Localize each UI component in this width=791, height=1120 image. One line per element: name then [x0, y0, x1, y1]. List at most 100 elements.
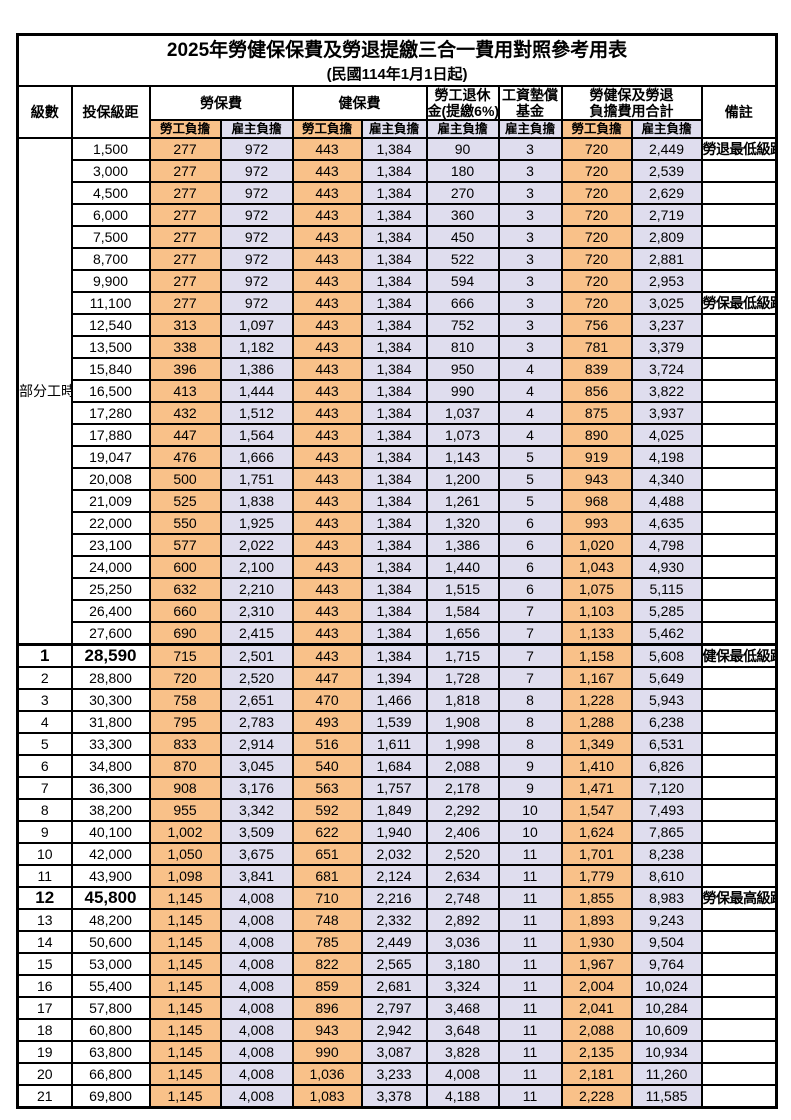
cell-health-fee-employee: 785	[291, 930, 363, 954]
cell-wage-fund-employer: 6	[497, 533, 563, 557]
cell-total-employer: 9,243	[630, 908, 703, 932]
header-sub-row: 勞工負擔 雇主負擔 勞工負擔 雇主負擔 雇主負擔 雇主負擔 勞工負擔 雇主負擔	[18, 119, 777, 139]
cell-pension-employer: 2,520	[425, 842, 500, 866]
cell-labor-fee-employee: 660	[148, 599, 222, 623]
cell-total-employer: 7,865	[630, 820, 703, 844]
cell-health-fee-employer: 1,384	[360, 445, 428, 469]
cell-labor-fee-employee: 432	[148, 401, 222, 425]
cell-bracket: 15,840	[70, 357, 151, 381]
cell-level: 4	[16, 710, 73, 734]
cell-health-fee-employee: 443	[291, 533, 363, 557]
cell-labor-fee-employee: 1,145	[148, 908, 222, 932]
cell-total-employee: 1,288	[560, 710, 633, 734]
cell-level: 9	[16, 820, 73, 844]
table-row: 4,500 277 972 443 1,384 270 3 720 2,629	[18, 181, 778, 205]
cell-pension-employer: 666	[425, 291, 500, 315]
cell-wage-fund-employer: 3	[497, 313, 563, 337]
cell-total-employer: 2,539	[630, 159, 703, 183]
cell-note	[700, 467, 778, 491]
cell-note	[700, 445, 778, 469]
cell-labor-fee-employee: 1,145	[148, 974, 222, 998]
cell-labor-fee-employee: 1,145	[148, 886, 222, 910]
cell-note	[700, 820, 778, 844]
cell-wage-fund-employer: 3	[497, 269, 563, 293]
table-row: 20,008 500 1,751 443 1,384 1,200 5 943 4,340	[18, 467, 778, 491]
cell-pension-employer: 1,386	[425, 533, 500, 557]
table-row: 10 42,000 1,050 3,675 651 2,032 2,520 11 1,701 8,…	[16, 842, 778, 866]
table-row: 17,880 447 1,564 443 1,384 1,073 4 890 4,025	[18, 423, 778, 447]
cell-labor-fee-employee: 277	[148, 291, 222, 315]
cell-bracket: 28,800	[70, 666, 151, 690]
cell-health-fee-employee: 443	[291, 643, 363, 668]
table-row: 11,100 277 972 443 1,384 666 3 720 3,025 勞保最低級距	[18, 291, 778, 315]
cell-pension-employer: 1,818	[425, 688, 500, 712]
cell-bracket: 55,400	[70, 974, 151, 998]
cell-wage-fund-employer: 11	[497, 974, 563, 998]
cell-labor-fee-employer: 2,501	[219, 643, 294, 668]
cell-total-employee: 720	[560, 181, 633, 205]
cell-pension-employer: 1,320	[425, 511, 500, 535]
cell-labor-fee-employer: 4,008	[219, 886, 294, 910]
cell-total-employee: 1,410	[560, 754, 633, 778]
cell-level: 16	[16, 974, 73, 998]
header-wage-fund-line1: 工資墊償	[502, 87, 558, 103]
cell-total-employee: 720	[560, 137, 633, 161]
cell-labor-fee-employee: 1,145	[148, 952, 222, 976]
cell-note: 勞退最低級距	[700, 137, 778, 161]
cell-labor-fee-employer: 4,008	[219, 974, 294, 998]
cell-bracket: 20,008	[70, 467, 151, 491]
table-row: 9 40,100 1,002 3,509 622 1,940 2,406 10 1,624 7,8…	[16, 820, 778, 844]
cell-health-fee-employer: 1,384	[360, 203, 428, 227]
cell-total-employee: 756	[560, 313, 633, 337]
cell-note	[700, 423, 778, 447]
cell-pension-employer: 1,143	[425, 445, 500, 469]
part-time-label: 部分工時	[16, 137, 73, 646]
cell-labor-fee-employee: 277	[148, 137, 222, 161]
cell-wage-fund-employer: 3	[497, 335, 563, 359]
cell-total-employer: 4,198	[630, 445, 703, 469]
cell-wage-fund-employer: 8	[497, 710, 563, 734]
cell-bracket: 3,000	[70, 159, 151, 183]
cell-labor-fee-employer: 972	[219, 159, 294, 183]
page-title: 2025年勞健保保費及勞退提繳三合一費用對照參考用表	[166, 40, 628, 61]
cell-total-employee: 720	[560, 203, 633, 227]
cell-pension-employer: 1,908	[425, 710, 500, 734]
cell-total-employee: 1,701	[560, 842, 633, 866]
cell-note	[700, 666, 778, 690]
cell-bracket: 60,800	[70, 1018, 151, 1042]
cell-level: 2	[16, 666, 73, 690]
cell-bracket: 53,000	[70, 952, 151, 976]
cell-health-fee-employee: 822	[291, 952, 363, 976]
table-row: 26,400 660 2,310 443 1,384 1,584 7 1,103 5,285	[18, 599, 778, 623]
cell-health-fee-employee: 622	[291, 820, 363, 844]
subheader-health-employee: 勞工負擔	[291, 119, 363, 139]
cell-labor-fee-employee: 1,145	[148, 1040, 222, 1064]
cell-labor-fee-employer: 4,008	[219, 930, 294, 954]
cell-labor-fee-employer: 1,564	[219, 423, 294, 447]
header-total-line1: 勞健保及勞退	[589, 87, 674, 103]
cell-level: 18	[16, 1018, 73, 1042]
cell-total-employee: 1,930	[560, 930, 633, 954]
cell-pension-employer: 2,406	[425, 820, 500, 844]
title-row: 2025年勞健保保費及勞退提繳三合一費用對照參考用表 (民國114年1月1日起)	[16, 33, 778, 87]
cell-total-employer: 5,649	[630, 666, 703, 690]
cell-health-fee-employee: 896	[291, 996, 363, 1020]
cell-note	[700, 776, 778, 800]
cell-labor-fee-employee: 715	[148, 643, 222, 668]
cell-health-fee-employee: 493	[291, 710, 363, 734]
cell-health-fee-employee: 651	[291, 842, 363, 866]
cell-labor-fee-employer: 1,182	[219, 335, 294, 359]
cell-pension-employer: 1,715	[425, 643, 500, 668]
table-row: 8,700 277 972 443 1,384 522 3 720 2,881	[18, 247, 778, 271]
table-row: 2 28,800 720 2,520 447 1,394 1,728 7 1,167 5,649	[16, 666, 778, 690]
cell-level: 17	[16, 996, 73, 1020]
cell-wage-fund-employer: 11	[497, 1018, 563, 1042]
table-row: 27,600 690 2,415 443 1,384 1,656 7 1,133 5,462	[18, 621, 778, 646]
cell-health-fee-employee: 443	[291, 247, 363, 271]
cell-health-fee-employee: 681	[291, 864, 363, 888]
cell-note	[700, 357, 778, 381]
cell-bracket: 24,000	[70, 555, 151, 579]
cell-pension-employer: 1,200	[425, 467, 500, 491]
cell-health-fee-employer: 1,384	[360, 159, 428, 183]
cell-wage-fund-employer: 9	[497, 754, 563, 778]
